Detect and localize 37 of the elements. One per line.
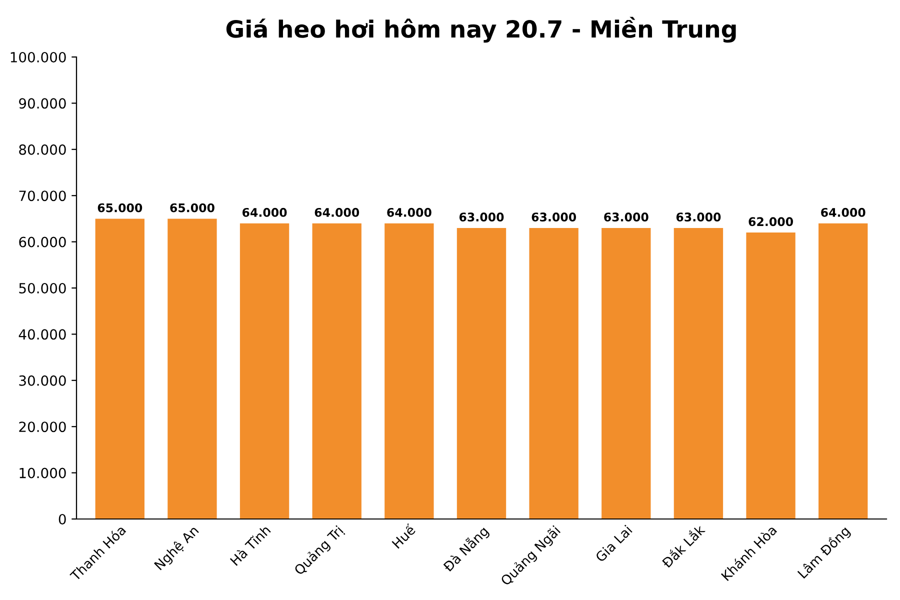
data-label: 64.000 bbox=[387, 208, 432, 217]
bar bbox=[456, 228, 506, 519]
data-label: 63.000 bbox=[604, 212, 648, 222]
bar bbox=[529, 228, 578, 519]
y-tick-label: 100.000 bbox=[10, 52, 66, 62]
bar bbox=[674, 228, 724, 519]
y-tick-label: 60.000 bbox=[19, 236, 66, 248]
bar bbox=[168, 218, 217, 519]
data-label: 64.000 bbox=[242, 208, 287, 217]
bar bbox=[746, 232, 796, 519]
data-label: 62.000 bbox=[748, 217, 793, 226]
bar bbox=[95, 218, 144, 519]
y-tick-label: 50.000 bbox=[19, 282, 66, 294]
y-tick-label: 30.000 bbox=[19, 375, 66, 386]
y-tick-label: 90.000 bbox=[19, 98, 66, 109]
y-tick-label: 70.000 bbox=[19, 190, 66, 202]
bar bbox=[240, 223, 290, 519]
y-tick-label: 80.000 bbox=[19, 144, 66, 155]
y-tick-label: 20.000 bbox=[19, 422, 66, 432]
bar bbox=[818, 223, 868, 519]
data-label: 63.000 bbox=[532, 212, 576, 222]
data-label: 65.000 bbox=[98, 203, 142, 212]
y-tick-label: 40.000 bbox=[18, 329, 66, 340]
bar bbox=[312, 223, 362, 519]
data-label: 64.000 bbox=[314, 208, 360, 217]
x-tick-label: Đắk Lắk bbox=[660, 522, 706, 569]
y-tick-label: 10.000 bbox=[20, 468, 66, 478]
y-tick-label: 0 bbox=[58, 514, 66, 524]
bar bbox=[384, 223, 434, 519]
x-tick-label: Gia Lai bbox=[594, 524, 632, 563]
data-label: 65.000 bbox=[170, 203, 214, 212]
chart-title: Giá heo hơi hôm nay 20.7 - Miền Trung bbox=[226, 16, 736, 43]
bar bbox=[602, 228, 651, 519]
data-label: 64.000 bbox=[821, 208, 866, 217]
data-label: 63.000 bbox=[459, 212, 504, 222]
x-tick-label: Hà Tĩnh bbox=[229, 524, 271, 566]
data-label: 63.000 bbox=[676, 212, 721, 222]
